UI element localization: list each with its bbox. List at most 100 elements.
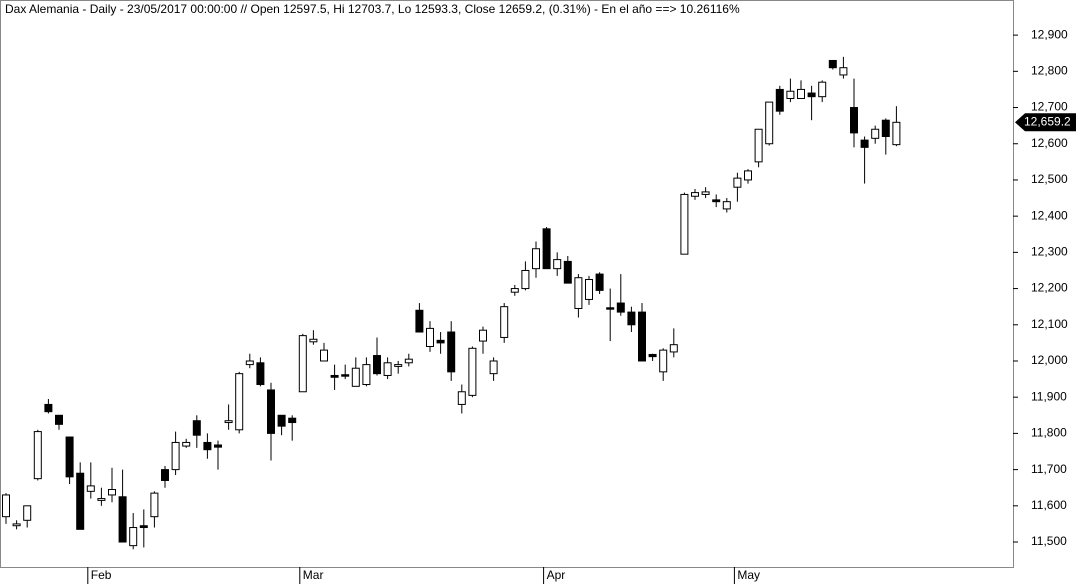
candle-body [426, 327, 434, 347]
candle-body [362, 364, 371, 386]
y-tick-label: 12,300 [1031, 245, 1068, 259]
y-tick-label: 12,100 [1031, 317, 1068, 331]
candle-body [55, 414, 63, 425]
x-tick-label: Feb [91, 568, 112, 582]
candle-body [786, 90, 795, 99]
last-price-label: 12,659.2 [1024, 114, 1071, 128]
candle-body [256, 362, 265, 386]
candle-body [12, 523, 21, 527]
candle-body [457, 391, 466, 405]
candle-body [797, 88, 805, 99]
candle-body [108, 489, 116, 496]
y-tick-label: 12,800 [1031, 63, 1068, 77]
x-tick-label: Apr [547, 568, 566, 582]
candle-body [574, 277, 583, 309]
candle-body [161, 469, 169, 481]
y-tick-label: 11,900 [1031, 389, 1067, 403]
last-price-marker [1015, 113, 1076, 132]
candle-body [733, 177, 742, 188]
y-tick-label: 12,400 [1031, 208, 1068, 222]
candle-body [775, 88, 784, 112]
candle-body [638, 311, 646, 362]
candle-body [235, 373, 244, 431]
candle-body [33, 431, 42, 480]
y-tick-label: 12,500 [1031, 172, 1068, 186]
candle-body [267, 389, 275, 434]
candle-body [309, 338, 318, 343]
candle-body [86, 485, 95, 492]
candle-body [595, 273, 604, 291]
y-tick-label: 11,500 [1031, 534, 1067, 548]
candle-body [881, 119, 890, 137]
candle-body [510, 288, 519, 293]
y-tick-label: 12,900 [1031, 27, 1068, 41]
plot-area [0, 0, 1014, 568]
candle-body [669, 344, 678, 353]
candle-body [447, 331, 456, 373]
candle-body [680, 193, 689, 255]
candle-body [2, 494, 10, 518]
candle-body [214, 444, 222, 448]
y-tick-label: 11,600 [1031, 498, 1067, 512]
candle-body [139, 525, 148, 529]
candle-body [288, 417, 297, 424]
y-tick-label: 12,600 [1031, 136, 1068, 150]
candle-body [871, 128, 880, 139]
y-tick-label: 12,000 [1031, 353, 1068, 367]
candle-body [489, 360, 498, 375]
candle-body [765, 101, 774, 145]
candle-body [65, 436, 74, 478]
candle-body [330, 374, 339, 378]
candle-body [807, 92, 816, 98]
candle-body [754, 128, 763, 163]
candle-body [415, 309, 424, 333]
candle-body [585, 279, 593, 300]
candle-body [744, 170, 752, 181]
candle-body [404, 358, 413, 364]
candle-body [892, 121, 901, 146]
x-tick-label: May [737, 568, 760, 582]
candle-body [351, 367, 360, 387]
candle-body [97, 498, 106, 501]
candle-body [553, 259, 562, 270]
candle-body [468, 347, 477, 396]
candle-body [298, 335, 307, 393]
candle-body [76, 472, 85, 530]
candle-body [44, 403, 53, 413]
candle-body [23, 505, 32, 521]
candle-body [118, 496, 127, 543]
candle-body [648, 353, 657, 358]
candle-body [712, 199, 721, 203]
candle-body [691, 192, 699, 197]
candle-body [341, 374, 350, 377]
candle-body [436, 339, 445, 344]
candle-body [150, 492, 159, 518]
candle-body [860, 139, 869, 148]
candle-body [192, 420, 201, 436]
y-tick-label: 12,200 [1031, 281, 1068, 295]
candle-body [606, 307, 615, 310]
candle-body [616, 302, 625, 313]
y-tick-label: 11,700 [1031, 462, 1067, 476]
candle-body [171, 441, 180, 471]
y-tick-label: 12,700 [1031, 100, 1068, 114]
candle-body [532, 248, 540, 270]
candle-body [129, 527, 138, 547]
candle-body [500, 306, 509, 338]
candle-body [277, 414, 286, 427]
candle-body [818, 81, 827, 98]
candle-body [373, 355, 381, 375]
candle-body [828, 59, 837, 69]
candle-body [701, 191, 710, 195]
y-tick-label: 11,800 [1031, 426, 1067, 440]
chart-title: Dax Alemania - Daily - 23/05/2017 00:00:… [5, 2, 740, 16]
candle-body [659, 349, 668, 373]
candle-body [839, 67, 848, 76]
candle-body [850, 107, 858, 134]
candle-body [479, 329, 487, 342]
candle-body [245, 360, 254, 366]
candle-body [203, 441, 212, 451]
candle-body [542, 228, 551, 270]
